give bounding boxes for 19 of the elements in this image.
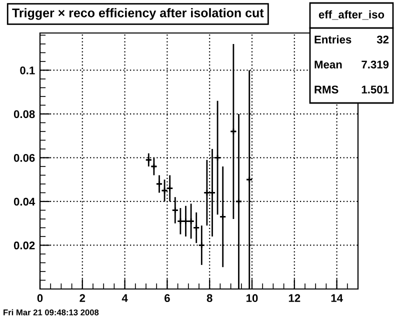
x-tick-label: 4 (122, 294, 128, 302)
x-tick-label: 14 (331, 294, 343, 302)
x-tick-label: 8 (206, 294, 212, 302)
y-tick-label: 0.08 (14, 110, 35, 118)
x-tick-label: 2 (80, 294, 86, 302)
x-tick-label: 6 (164, 294, 170, 302)
x-tick-label: 0 (37, 294, 43, 302)
y-tick-label: 0.02 (14, 242, 35, 250)
chart-title: Trigger × reco efficiency after isolation cut (12, 8, 264, 20)
text: Entries 32 (314, 35, 389, 44)
y-tick-label: 0.06 (14, 154, 35, 162)
text: eff_after_iso (318, 10, 384, 20)
y-tick-label: 0.04 (14, 198, 36, 206)
text: RMS 1.501 (314, 86, 389, 94)
x-tick-label: 10 (246, 294, 258, 302)
text: Mean 7.319 (314, 60, 389, 68)
text: Fri Mar 21 09:48:13 2008 (4, 309, 99, 316)
x-tick-label: 12 (288, 294, 300, 302)
y-tick-label: 0.1 (20, 66, 35, 74)
